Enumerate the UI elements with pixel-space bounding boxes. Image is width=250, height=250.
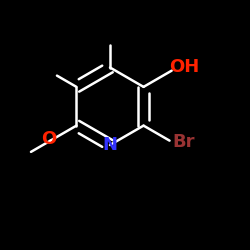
Text: O: O: [42, 130, 57, 148]
Text: Br: Br: [172, 133, 195, 151]
Text: OH: OH: [169, 58, 199, 76]
Text: N: N: [102, 136, 118, 154]
